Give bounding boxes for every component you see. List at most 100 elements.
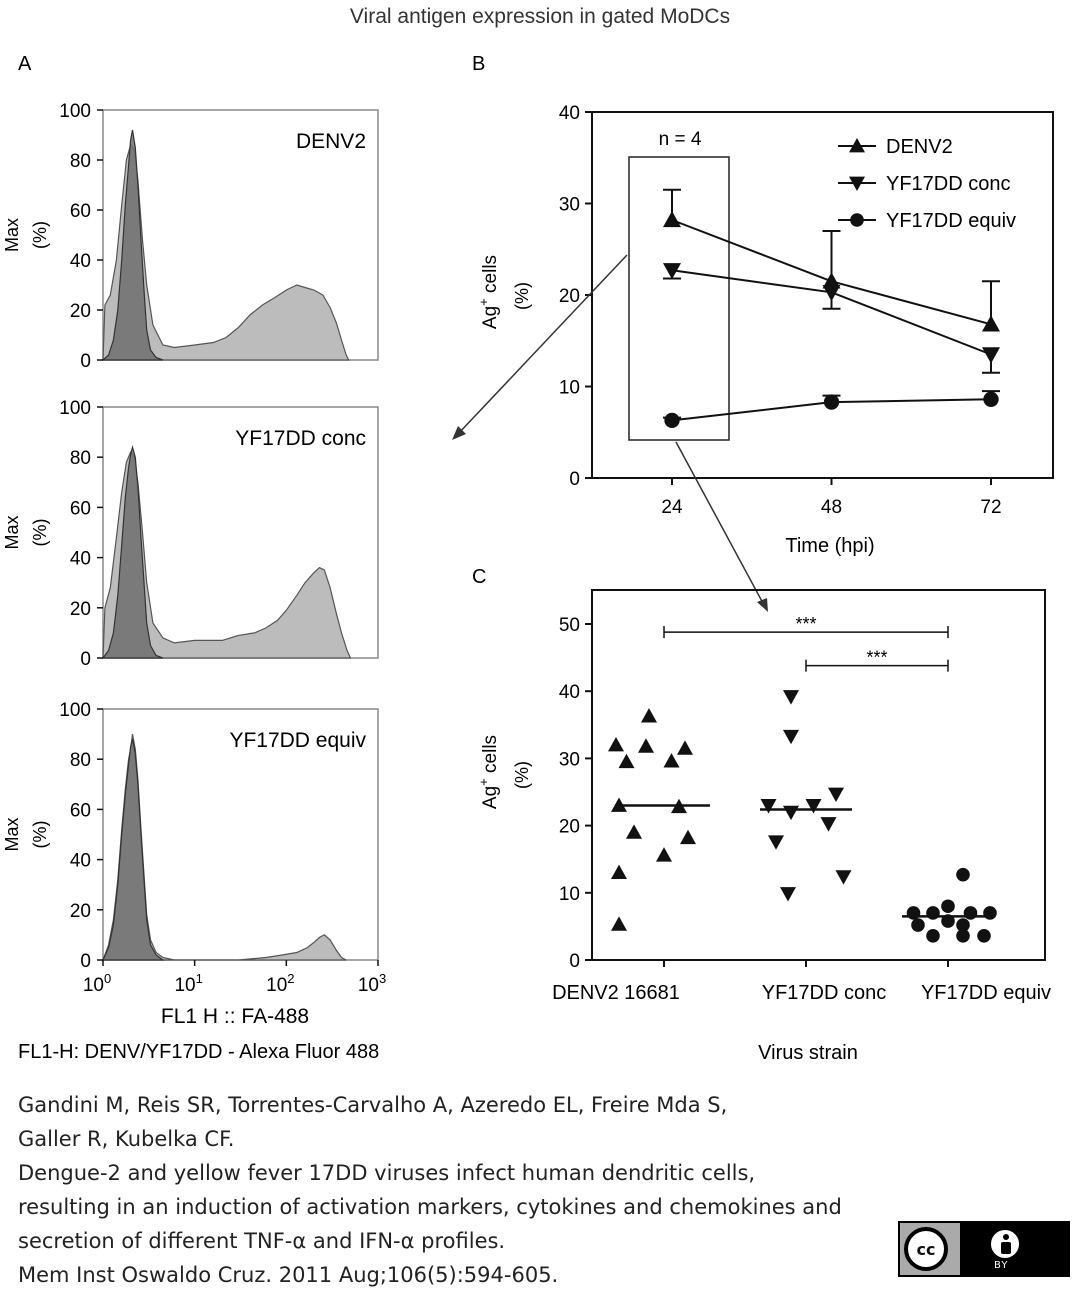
scatter-point xyxy=(956,867,970,882)
scatter-point xyxy=(805,799,822,814)
arrowhead-c xyxy=(757,598,768,612)
citation-title-1: Dengue-2 and yellow fever 17DD viruses i… xyxy=(18,1161,756,1185)
y-axis-label-part: cells xyxy=(480,735,501,778)
scatter-point xyxy=(680,829,696,845)
x-tick-base: 10 xyxy=(174,975,195,996)
significance-label: *** xyxy=(866,648,887,668)
data-point xyxy=(822,272,841,289)
scatter-point xyxy=(768,835,784,850)
scatter-point xyxy=(828,787,844,803)
scatter-point xyxy=(941,899,955,914)
cc-by-block: BY xyxy=(960,1223,1068,1275)
y-tick-label: 20 xyxy=(70,599,91,620)
y-tick-label: 0 xyxy=(569,469,580,490)
x-tick-exponent: 0 xyxy=(104,971,111,986)
x-tick-exponent: 2 xyxy=(287,971,294,986)
y-tick-label: 30 xyxy=(559,195,580,216)
histogram-y-unit: (%) xyxy=(30,221,50,249)
legend-marker xyxy=(849,176,865,191)
scatter-point xyxy=(926,906,940,920)
y-tick-label: 20 xyxy=(559,286,580,307)
scatter-point xyxy=(956,918,970,932)
y-tick-label: 60 xyxy=(70,498,91,519)
histogram-y-label: Max xyxy=(2,817,22,851)
y-tick-label: 40 xyxy=(559,103,580,124)
histogram-y-unit: (%) xyxy=(30,519,50,547)
data-point xyxy=(982,347,1000,364)
data-point xyxy=(664,412,680,429)
scatter-point xyxy=(835,870,852,885)
citation-authors-2: Galler R, Kubelka CF. xyxy=(18,1127,235,1151)
y-tick-label: 0 xyxy=(80,649,91,670)
x-tick-label: 48 xyxy=(821,497,842,518)
y-tick-label: 20 xyxy=(70,301,91,322)
scatter-point xyxy=(626,824,642,839)
scatter-point xyxy=(820,817,837,832)
y-tick-label: 80 xyxy=(70,151,91,172)
scatter-point xyxy=(780,887,796,902)
scatter-point xyxy=(783,690,799,705)
legend-label: DENV2 xyxy=(886,136,953,158)
legend-marker xyxy=(850,213,864,227)
scatter-point xyxy=(618,753,635,769)
pointer-arrow-a xyxy=(457,254,628,435)
scatter-point xyxy=(611,864,627,880)
y-tick-label: 40 xyxy=(70,851,91,872)
pointer-arrow-c xyxy=(675,441,765,606)
scatter-point xyxy=(760,799,777,814)
y-tick-label: 10 xyxy=(559,884,580,905)
scatter-point xyxy=(638,738,654,753)
y-tick-label: 100 xyxy=(59,398,91,419)
data-point xyxy=(823,394,840,410)
scatter-point xyxy=(656,847,672,862)
y-tick-label: 80 xyxy=(70,448,91,469)
category-label: YF17DD equiv xyxy=(921,982,1051,1004)
isotype-histogram xyxy=(102,738,165,961)
scatter-point xyxy=(911,918,925,932)
panel-label-a: A xyxy=(18,53,32,75)
scatter-point xyxy=(963,906,978,920)
data-point xyxy=(982,315,1000,332)
x-tick-label: 24 xyxy=(661,497,683,518)
x-axis-label: Virus strain xyxy=(758,1042,858,1064)
y-tick-label: 40 xyxy=(70,549,91,570)
arrowhead-a xyxy=(452,426,466,440)
y-tick-label: 40 xyxy=(559,682,580,703)
category-label: YF17DD conc xyxy=(762,982,887,1004)
data-point xyxy=(822,285,841,302)
isotype-histogram xyxy=(101,444,164,659)
histogram-y-label: Max xyxy=(2,218,22,252)
histogram-panel-label: YF17DD equiv xyxy=(229,729,366,752)
cc-icon: cc xyxy=(904,1227,948,1271)
category-label: DENV2 16681 xyxy=(552,982,680,1004)
y-tick-label: 0 xyxy=(569,951,580,972)
y-axis-label-part: + xyxy=(476,298,491,306)
x-tick-base: 10 xyxy=(83,975,104,996)
isotype-histogram xyxy=(101,129,164,361)
plot-frame xyxy=(591,589,1046,961)
legend-label: YF17DD equiv xyxy=(886,210,1016,232)
strain-scatter-chart: 0 10 20 30 40 50 DENV2 16681 YF17DD conc YF17DD … xyxy=(476,589,1051,1064)
virus-histogram xyxy=(102,143,350,361)
x-tick-label: 101 xyxy=(174,971,202,996)
scatter-point xyxy=(783,805,799,821)
histogram-panel-label: DENV2 xyxy=(296,130,366,153)
y-tick-label: 100 xyxy=(59,700,91,721)
citation-title-2: resulting in an induction of activation … xyxy=(18,1195,842,1219)
figure-canvas: Viral antigen expression in gated MoDCs … xyxy=(2,5,1054,1064)
panel-label-c: C xyxy=(472,566,486,588)
scatter-point xyxy=(663,753,680,768)
y-tick-label: 50 xyxy=(559,615,580,636)
y-tick-label: 60 xyxy=(70,800,91,821)
scatter-point xyxy=(611,916,627,931)
x-tick-exponent: 1 xyxy=(196,971,203,986)
y-axis-label-part: Ag xyxy=(480,306,501,329)
scatter-point xyxy=(983,906,997,920)
data-point xyxy=(983,391,999,407)
x-tick-label: 103 xyxy=(358,971,386,996)
scatter-point xyxy=(941,914,955,928)
y-tick-label: 10 xyxy=(559,378,580,399)
plot-frame xyxy=(591,111,1054,479)
x-tick-label: 72 xyxy=(980,497,1001,518)
